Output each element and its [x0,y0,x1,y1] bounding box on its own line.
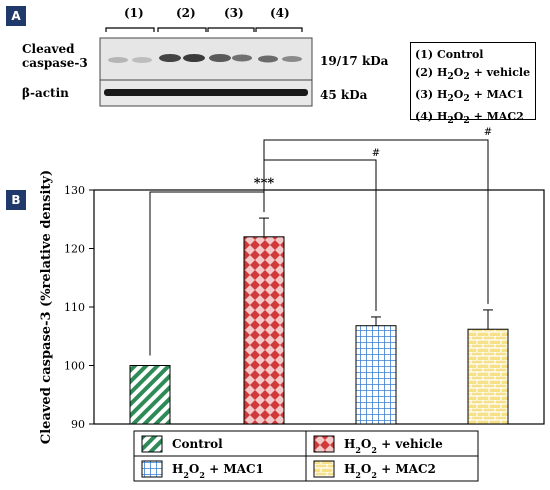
significance-bracket [263,159,377,311]
blot-band [132,57,152,63]
blot-label-line: β-actin [22,86,69,100]
lane-label-3: (3) [224,6,244,20]
y-tick-label: 110 [64,301,85,314]
significance-label: # [372,148,380,159]
western-blot [99,27,313,107]
blot-band [183,54,205,62]
bar-control [129,365,171,425]
blot-band [258,55,278,63]
blot-membrane-top [99,37,313,83]
y-tick-label: 130 [64,184,85,197]
lane-label-1: (1) [124,6,144,20]
blot-label-cleaved-caspase3: Cleaved caspase-3 [22,42,88,70]
kda-label-actin: 45 kDa [320,88,368,102]
blot-band [232,54,252,62]
lane-bracket [157,27,207,32]
chart-legend-label: H2O2 + MAC2 [344,462,436,480]
chart-legend-label: H2O2 + MAC1 [172,462,264,480]
bar-h2o2-mac1 [355,325,397,425]
bar-h2o2-mac2 [467,328,509,425]
significance-bracket [149,191,265,356]
blot-band-actin [104,89,308,96]
kda-label-caspase: 19/17 kDa [320,54,389,68]
blot-band [209,54,231,62]
blot-legend-row: (3) H2O2 + MAC1 [415,88,524,105]
blot-legend-row: (4) H2O2 + MAC2 [415,110,524,127]
chart-legend-swatch [141,460,163,478]
lane-label-2: (2) [176,6,196,20]
blot-band [108,57,128,63]
significance-label: # [484,127,492,138]
chart-legend-swatch [313,460,335,478]
blot-legend-row: (1) Control [415,48,484,61]
chart-legend-label: H2O2 + vehicle [344,437,443,455]
bar-h2o2-vehicle [243,236,285,425]
lane-bracket [105,27,155,32]
blot-legend: (1) Control (2) H2O2 + vehicle (3) H2O2 + M… [410,42,536,127]
y-tick-label: 120 [64,243,85,256]
panel-b-tag: B [6,190,26,210]
blot-band [159,54,181,62]
lane-label-4: (4) [270,6,290,20]
y-tick-label: 100 [64,360,85,373]
blot-band [282,56,302,62]
y-axis-label: Cleaved caspase-3 (%relative density) [39,170,54,444]
blot-label-beta-actin: β-actin [22,86,69,100]
blot-legend-row: (2) H2O2 + vehicle [415,66,531,83]
chart-legend-label: Control [172,437,223,451]
blot-label-line: Cleaved [22,42,75,56]
chart-legend: Control H2O2 + vehicle H2O2 + MAC1 H2O2 + M… [133,430,479,482]
blot-label-line: caspase-3 [22,56,88,70]
chart-legend-swatch [141,435,163,453]
y-tick-label: 90 [71,418,85,431]
chart-legend-swatch [313,435,335,453]
lane-bracket [255,27,303,32]
lane-bracket [207,27,255,32]
panel-a-tag: A [6,6,26,26]
significance-bracket [263,139,489,304]
